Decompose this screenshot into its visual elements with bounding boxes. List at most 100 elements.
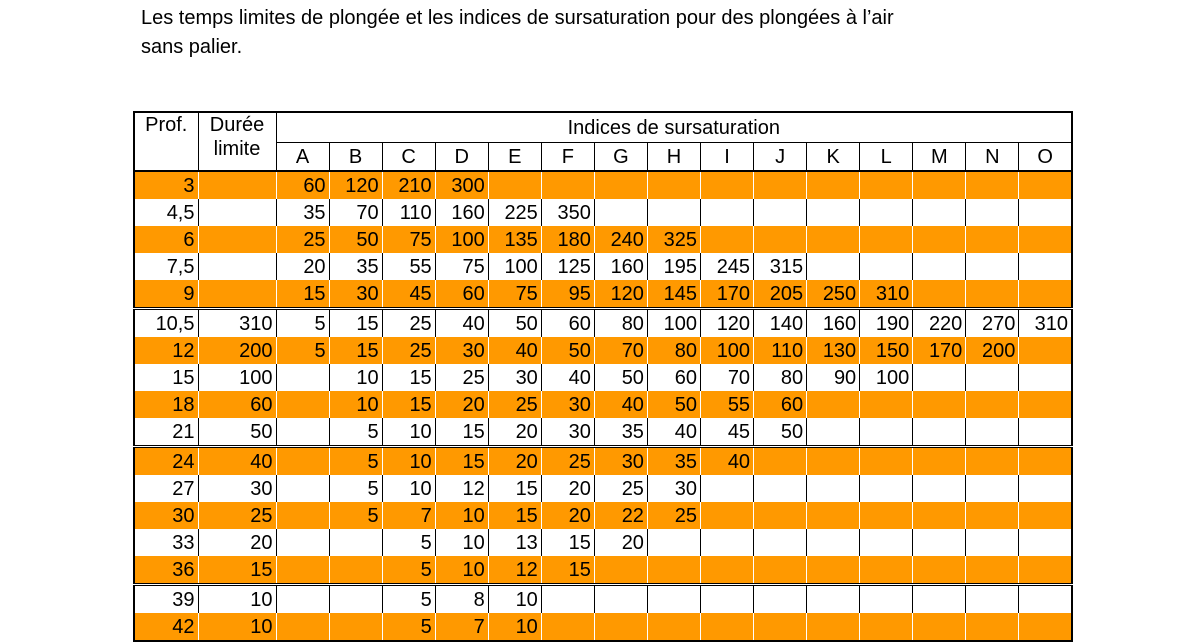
index-cell: 80 [593, 307, 648, 337]
empty-cell [593, 613, 648, 641]
index-cell: 40 [434, 307, 489, 337]
header-limit-line: Durée [209, 114, 265, 136]
index-cell: 15 [275, 280, 330, 309]
index-cell: 40 [487, 337, 542, 364]
empty-cell [806, 418, 861, 447]
index-cell: 55 [699, 391, 755, 418]
index-cell: 55 [381, 253, 436, 280]
index-cell: 220 [912, 307, 967, 337]
index-cell: 35 [328, 253, 383, 280]
empty-cell [328, 556, 383, 585]
empty-cell [965, 613, 1020, 641]
header-letter: N [965, 142, 1020, 172]
depth-cell: 24 [133, 445, 199, 475]
depth-cell: 39 [133, 583, 199, 613]
limit-cell: 40 [197, 445, 277, 475]
row: 33 20 5 10 13 15 20 [133, 529, 1073, 556]
row: 7,5 20 35 55 75 100 125 160 195 245 315 [133, 253, 1073, 280]
empty-cell [646, 613, 702, 641]
index-cell: 5 [381, 556, 436, 585]
empty-cell [859, 475, 914, 502]
empty-cell [699, 583, 755, 613]
index-cell: 75 [381, 226, 436, 253]
empty-cell [328, 529, 383, 556]
empty-cell [965, 502, 1020, 529]
empty-cell [1018, 583, 1073, 613]
empty-cell [197, 170, 277, 199]
index-cell: 100 [699, 337, 755, 364]
empty-cell [753, 199, 808, 226]
index-cell: 20 [593, 529, 648, 556]
index-cell: 25 [540, 445, 595, 475]
index-cell: 135 [487, 226, 542, 253]
index-cell: 10 [381, 445, 436, 475]
index-cell: 15 [487, 475, 542, 502]
index-cell: 110 [753, 337, 808, 364]
empty-cell [912, 529, 967, 556]
header-letter: F [540, 142, 595, 172]
header-limit-line: limite [213, 138, 261, 160]
row: 42 10 5 7 10 [133, 613, 1073, 641]
row: 6 25 50 75 100 135 180 240 325 [133, 226, 1073, 253]
empty-cell [646, 529, 702, 556]
depth-cell: 3 [133, 170, 199, 199]
index-cell: 20 [434, 391, 489, 418]
empty-cell [806, 253, 861, 280]
row: 21 50 5 10 15 20 30 35 40 45 50 [133, 418, 1073, 447]
index-cell: 25 [593, 475, 648, 502]
empty-cell [1018, 199, 1073, 226]
empty-cell [275, 556, 330, 585]
header-letter: G [593, 142, 648, 172]
header-letter: L [859, 142, 914, 172]
empty-cell [912, 226, 967, 253]
index-cell: 120 [699, 307, 755, 337]
empty-cell [275, 502, 330, 529]
depth-cell: 36 [133, 556, 199, 585]
row: 9 15 30 45 60 75 95 120 145 170 205 250 310 [133, 280, 1073, 309]
header-letter: H [646, 142, 702, 172]
index-cell: 10 [487, 613, 542, 641]
limit-cell: 100 [197, 364, 277, 391]
empty-cell [965, 364, 1020, 391]
empty-cell [540, 170, 595, 199]
row: 15 100 10 15 25 30 40 50 60 70 80 90 100 [133, 364, 1073, 391]
header-letter: O [1018, 142, 1073, 172]
empty-cell [806, 556, 861, 585]
empty-cell [275, 529, 330, 556]
empty-cell [912, 613, 967, 641]
index-cell: 20 [540, 502, 595, 529]
empty-cell [806, 226, 861, 253]
empty-cell [1018, 529, 1073, 556]
index-cell: 60 [753, 391, 808, 418]
index-cell: 75 [487, 280, 542, 309]
row: 3 60 120 210 300 [133, 170, 1073, 199]
empty-cell [699, 529, 755, 556]
index-cell: 50 [753, 418, 808, 447]
row: 10,5 310 5 15 25 40 50 60 80 100 120 140 160 190 220 27… [133, 307, 1073, 337]
index-cell: 10 [487, 583, 542, 613]
empty-cell [912, 583, 967, 613]
empty-cell [646, 556, 702, 585]
empty-cell [965, 253, 1020, 280]
depth-cell: 7,5 [133, 253, 199, 280]
empty-cell [965, 445, 1020, 475]
depth-cell: 27 [133, 475, 199, 502]
index-cell: 130 [806, 337, 861, 364]
empty-cell [859, 170, 914, 199]
title-line: Les temps limites de plongée et les indi… [141, 7, 894, 29]
index-cell: 310 [1018, 307, 1073, 337]
index-cell: 60 [540, 307, 595, 337]
index-cell: 35 [646, 445, 702, 475]
index-cell: 160 [434, 199, 489, 226]
empty-cell [1018, 253, 1073, 280]
index-cell: 225 [487, 199, 542, 226]
index-cell: 15 [328, 307, 383, 337]
index-cell: 70 [593, 337, 648, 364]
index-cell: 40 [593, 391, 648, 418]
empty-cell [806, 391, 861, 418]
empty-cell [487, 170, 542, 199]
index-cell: 120 [328, 170, 383, 199]
empty-cell [1018, 337, 1073, 364]
index-cell: 60 [275, 170, 330, 199]
empty-cell [753, 445, 808, 475]
